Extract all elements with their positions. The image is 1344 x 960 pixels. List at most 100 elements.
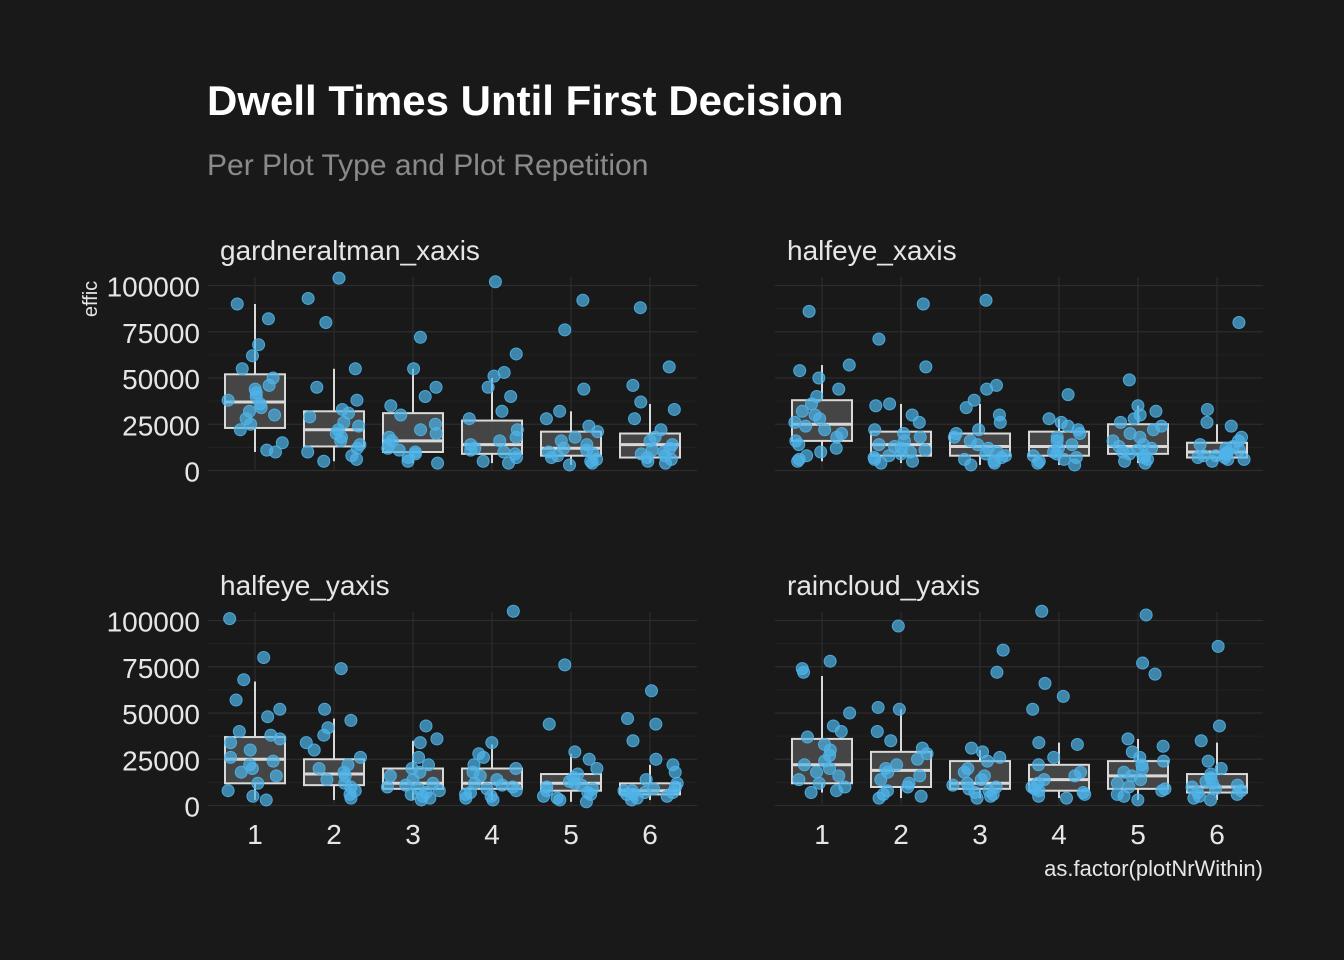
x-tick-label: 5	[563, 819, 579, 850]
data-point	[1042, 412, 1056, 426]
data-point	[1131, 793, 1145, 807]
data-point	[1121, 732, 1135, 746]
data-point	[1237, 452, 1251, 466]
data-point	[318, 702, 332, 716]
data-point	[509, 784, 523, 798]
data-point	[506, 604, 520, 618]
data-point	[842, 358, 856, 372]
data-point	[659, 456, 673, 470]
data-point	[493, 434, 507, 448]
data-point	[234, 765, 248, 779]
data-point	[964, 458, 978, 472]
data-point	[639, 773, 653, 787]
data-point	[383, 769, 397, 783]
data-point	[275, 436, 289, 450]
data-point	[793, 364, 807, 378]
data-point	[920, 747, 934, 761]
data-point	[558, 323, 572, 337]
data-point	[1065, 438, 1079, 452]
data-point	[871, 700, 885, 714]
data-point	[254, 401, 268, 415]
data-point	[481, 380, 495, 394]
data-point	[901, 780, 915, 794]
data-point	[539, 412, 553, 426]
data-point	[1205, 454, 1219, 468]
data-point	[993, 415, 1007, 429]
data-point	[476, 454, 490, 468]
data-point	[464, 443, 478, 457]
data-point	[303, 410, 317, 424]
data-point	[1193, 438, 1207, 452]
facet-strip-label: halfeye_xaxis	[787, 235, 957, 266]
data-point	[634, 395, 648, 409]
data-point	[419, 719, 433, 733]
data-point	[1032, 736, 1046, 750]
data-point	[823, 762, 837, 775]
data-point	[980, 382, 994, 396]
data-point	[497, 445, 511, 459]
data-point	[1204, 793, 1218, 807]
data-point	[344, 791, 358, 805]
data-point	[1187, 791, 1201, 805]
y-tick-label: 75000	[122, 318, 200, 349]
data-point	[245, 762, 259, 775]
data-point	[812, 371, 826, 385]
data-point	[628, 412, 642, 426]
data-point	[809, 765, 823, 779]
data-point	[1230, 787, 1244, 801]
data-point	[804, 786, 818, 800]
data-point	[579, 795, 593, 809]
data-point	[967, 393, 981, 407]
data-point	[1117, 789, 1131, 803]
data-point	[261, 710, 275, 724]
data-point	[843, 706, 857, 720]
data-point	[1078, 787, 1092, 801]
data-point	[353, 750, 367, 764]
data-point	[814, 445, 828, 459]
x-tick-label: 2	[326, 819, 342, 850]
data-point	[797, 758, 811, 772]
data-point	[235, 362, 249, 376]
data-point	[509, 762, 523, 775]
y-tick-label: 100000	[107, 272, 200, 303]
data-point	[245, 349, 259, 363]
data-point	[834, 725, 848, 738]
data-point	[488, 275, 502, 289]
data-point	[418, 390, 432, 403]
data-point	[957, 765, 971, 779]
data-point	[984, 789, 998, 803]
data-point	[894, 447, 908, 461]
data-point	[429, 380, 443, 394]
data-point	[310, 380, 324, 394]
facet-panel: raincloud_yaxis 1 2 3 4 5 6	[775, 570, 1263, 850]
facet-panel: gardneraltman_xaxis 0 25000 50000 75000 10000…	[107, 235, 697, 488]
data-point	[626, 378, 640, 392]
data-point	[892, 702, 906, 716]
data-point	[1201, 754, 1215, 768]
data-point	[884, 734, 898, 748]
data-point	[662, 360, 676, 374]
data-point	[1212, 719, 1226, 733]
data-point	[800, 730, 814, 744]
y-tick-label: 75000	[122, 653, 200, 684]
data-point	[230, 297, 244, 311]
data-point	[319, 316, 333, 329]
facet-panel: halfeye_xaxis	[775, 235, 1263, 472]
data-point	[874, 456, 888, 470]
data-point	[993, 750, 1007, 764]
box-body	[303, 758, 365, 787]
data-point	[486, 793, 500, 807]
data-point	[832, 382, 846, 396]
data-point	[568, 430, 582, 444]
data-point	[487, 369, 501, 383]
data-point	[558, 658, 572, 672]
data-point	[905, 454, 919, 468]
data-point	[1068, 458, 1082, 472]
data-point	[553, 404, 567, 418]
data-point	[1191, 451, 1205, 465]
data-point	[414, 793, 428, 807]
data-point	[268, 445, 282, 459]
data-point	[394, 408, 408, 422]
data-point	[996, 643, 1010, 657]
